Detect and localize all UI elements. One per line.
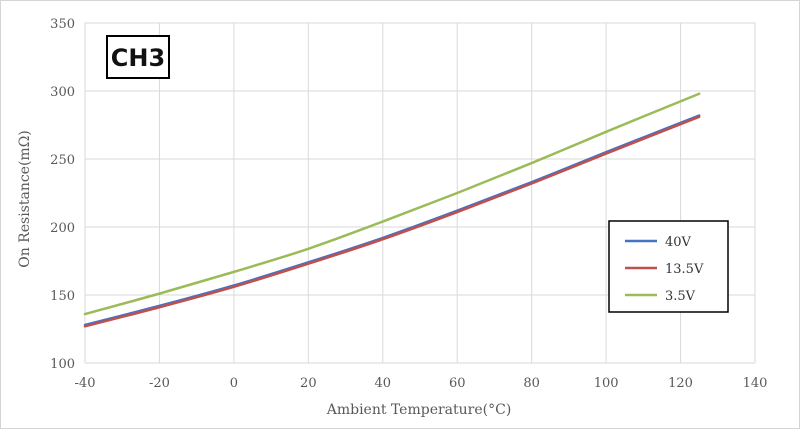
x-tick-label: 60 xyxy=(449,376,466,391)
y-tick-label: 350 xyxy=(50,17,75,32)
series-line-35v xyxy=(83,92,701,316)
x-tick-label: -40 xyxy=(75,376,96,391)
x-tick-label: 120 xyxy=(668,376,693,391)
x-axis-title: Ambient Temperature(°C) xyxy=(326,402,512,418)
x-tick-label: 80 xyxy=(523,376,540,391)
chart-title-box: CH3 xyxy=(106,35,170,79)
y-tick-label: 150 xyxy=(50,289,75,304)
x-tick-label: -20 xyxy=(149,376,170,391)
plot-series xyxy=(83,92,701,328)
legend: 40V 13.5V 3.5V xyxy=(608,220,729,313)
x-tick-label: 140 xyxy=(743,376,768,391)
x-tick-label: 20 xyxy=(300,376,317,391)
x-tick-label: 100 xyxy=(594,376,619,391)
series-line-40v xyxy=(83,114,701,327)
legend-label: 40V xyxy=(665,235,692,250)
series-line-135v xyxy=(83,115,701,328)
x-tick-label: 0 xyxy=(230,376,238,391)
legend-items: 40V 13.5V 3.5V xyxy=(625,235,704,304)
tick-labels: -40 -20 0 20 40 60 80 100 120 140 100 150 200 250 300 3… xyxy=(50,17,767,391)
chart-title: CH3 xyxy=(111,44,165,72)
y-tick-label: 200 xyxy=(50,221,75,236)
legend-frame xyxy=(608,220,729,313)
chart-title-frame xyxy=(106,35,170,79)
y-axis-title: On Resistance(mΩ) xyxy=(17,130,33,268)
y-tick-label: 250 xyxy=(50,153,75,168)
y-tick-label: 100 xyxy=(50,357,75,372)
x-tick-label: 40 xyxy=(375,376,392,391)
y-tick-label: 300 xyxy=(50,85,75,100)
legend-label: 13.5V xyxy=(665,262,704,277)
legend-label: 3.5V xyxy=(665,289,696,304)
